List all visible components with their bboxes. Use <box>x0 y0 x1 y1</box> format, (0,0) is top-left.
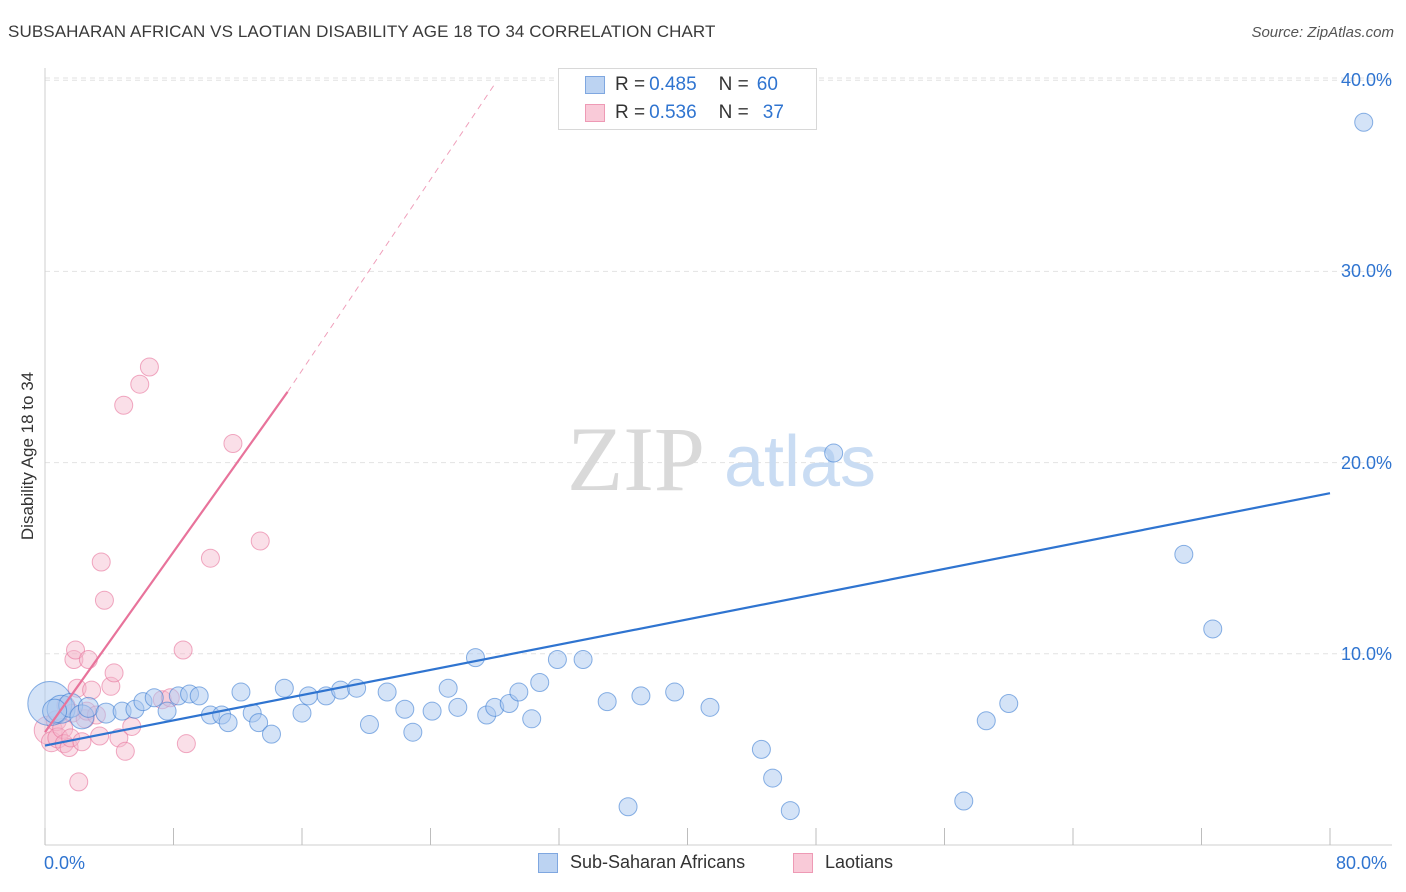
subsaharan-point <box>359 715 379 735</box>
pink-swatch <box>585 104 605 122</box>
y-tick-label: 40.0% <box>1340 70 1392 91</box>
subsaharan-point <box>522 709 542 729</box>
x-tick-label-max: 80.0% <box>1336 853 1388 873</box>
subsaharan-point <box>1354 112 1374 132</box>
stats-row-subsaharan: R = 0.485 N = 60 <box>585 73 778 97</box>
subsaharan-point <box>465 648 485 668</box>
laotian-point <box>200 548 220 568</box>
r-value-blue: 0.485 <box>649 74 697 95</box>
grid-lines <box>45 77 1392 655</box>
y-tick-label: 20.0% <box>1340 452 1392 473</box>
subsaharan-point <box>77 696 99 718</box>
subsaharan-point <box>780 801 800 821</box>
laotian-point <box>176 734 196 754</box>
legend-label-subsaharan: Sub-Saharan Africans <box>570 852 746 872</box>
subsaharan-point <box>530 672 550 692</box>
legend-label-laotians: Laotians <box>825 852 894 872</box>
axes <box>44 68 1392 846</box>
subsaharan-point <box>422 701 442 721</box>
laotian-point <box>91 552 111 572</box>
subsaharan-point <box>976 711 996 731</box>
blue-legend-swatch <box>538 852 558 873</box>
source-credit: Source: ZipAtlas.com <box>1251 24 1394 41</box>
subsaharan-point <box>509 682 529 702</box>
laotian-point <box>115 741 135 761</box>
r-label: R = <box>615 102 646 123</box>
subsaharan-point <box>597 692 617 712</box>
subsaharan-point <box>954 791 974 811</box>
subsaharan-point <box>261 724 281 744</box>
chart-title: SUBSAHARAN AFRICAN VS LAOTIAN DISABILITY… <box>8 22 716 41</box>
subsaharan-point <box>631 686 651 706</box>
subsaharan-point <box>700 697 720 717</box>
laotian-point <box>114 395 134 415</box>
n-label: N = <box>718 74 749 95</box>
laotian-point <box>72 732 92 752</box>
y-tick-label: 30.0% <box>1340 261 1392 282</box>
watermark: ZIP atlas <box>567 408 876 510</box>
laotian-point <box>104 663 124 683</box>
subsaharan-point <box>331 680 351 700</box>
subsaharan-point <box>547 650 567 670</box>
subsaharan-trend-line <box>44 492 1331 747</box>
laotian-point <box>82 680 102 700</box>
subsaharan-point <box>999 694 1019 714</box>
laotian-point <box>173 640 193 660</box>
subsaharan-point <box>231 682 251 702</box>
laotian-point <box>130 374 150 394</box>
subsaharan-point <box>157 701 177 721</box>
subsaharan-point <box>403 722 423 742</box>
x-tick-label-min: 0.0% <box>44 853 86 873</box>
subsaharan-point <box>665 682 685 702</box>
pink-legend-swatch <box>793 852 813 873</box>
subsaharan-point <box>824 443 844 463</box>
subsaharan-point <box>618 797 638 817</box>
subsaharan-point <box>347 678 367 698</box>
subsaharan-point <box>763 768 783 788</box>
subsaharan-point <box>448 697 468 717</box>
blue-swatch <box>585 76 605 94</box>
laotian-point <box>69 772 89 792</box>
subsaharan-point <box>189 686 209 706</box>
subsaharan-point <box>573 650 593 670</box>
subsaharan-point <box>395 699 415 719</box>
watermark-zip: ZIP <box>567 408 705 510</box>
subsaharan-point <box>438 678 458 698</box>
subsaharan-point <box>218 713 238 733</box>
r-value-pink: 0.536 <box>649 102 697 123</box>
n-value-blue: 60 <box>756 74 778 95</box>
laotian-point <box>223 433 243 453</box>
subsaharan-point <box>144 688 164 708</box>
stats-row-laotians: R = 0.536 N = 37 <box>585 101 784 125</box>
subsaharan-point <box>377 682 397 702</box>
y-tick-label: 10.0% <box>1340 643 1392 664</box>
subsaharan-point <box>249 713 269 733</box>
legend-item-subsaharan[interactable]: Sub-Saharan Africans <box>538 852 745 873</box>
n-value-pink: 37 <box>762 102 784 123</box>
laotian-trend-line <box>44 391 289 733</box>
laotian-point <box>59 737 79 757</box>
laotian-point <box>66 640 86 660</box>
subsaharan-point <box>292 703 312 723</box>
subsaharan-point <box>42 698 68 724</box>
subsaharan-points <box>27 112 1374 821</box>
subsaharan-point <box>1174 544 1194 564</box>
laotian-point <box>94 590 114 610</box>
subsaharan-point <box>751 739 771 759</box>
laotian-point <box>78 650 98 670</box>
legend-item-laotians[interactable]: Laotians <box>793 852 893 873</box>
stats-legend: R = 0.485 N = 60 R = 0.536 N = 37 <box>558 68 817 130</box>
laotian-trend-extension <box>287 83 496 393</box>
n-label: N = <box>718 102 749 123</box>
laotian-point <box>250 531 270 551</box>
watermark-atlas: atlas <box>724 422 876 502</box>
subsaharan-point <box>274 678 294 698</box>
trend-lines <box>44 83 1331 747</box>
subsaharan-point <box>1203 619 1223 639</box>
laotian-point <box>64 650 84 670</box>
y-axis-label: Disability Age 18 to 34 <box>18 371 37 541</box>
r-label: R = <box>615 74 646 95</box>
laotian-point <box>139 357 159 377</box>
